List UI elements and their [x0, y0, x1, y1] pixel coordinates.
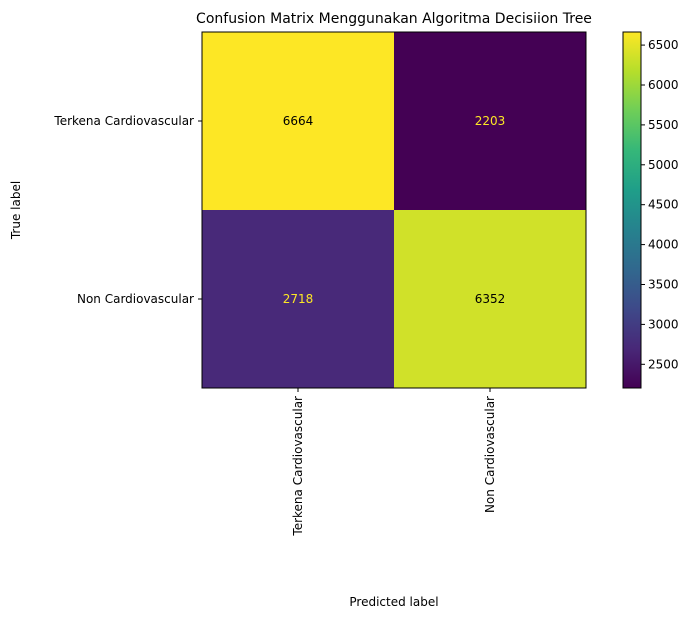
chart-title: Confusion Matrix Menggunakan Algoritma D… — [196, 11, 592, 27]
colorbar-ticks: 2500 3000 3500 4000 4500 5000 5500 6000 6500 — [641, 38, 679, 371]
y-axis-label: True label — [9, 181, 23, 240]
colorbar-tick-label: 6000 — [648, 78, 679, 92]
cell-value-label: 2718 — [283, 292, 314, 306]
y-tick-label: Non Cardiovascular — [77, 292, 194, 306]
colorbar-tick-label: 5000 — [648, 158, 679, 172]
heatmap-cells: 6664 2203 2718 6352 — [202, 32, 586, 388]
colorbar-tick-label: 3000 — [648, 317, 679, 331]
plot-frame — [201, 31, 587, 389]
heatmap-cell — [202, 32, 394, 210]
colorbar-tick-label: 4000 — [648, 238, 679, 252]
cell-value-label: 6352 — [475, 292, 506, 306]
heatmap-cell — [394, 32, 586, 210]
heatmap-cell — [202, 210, 394, 388]
x-tick-label: Terkena Cardiovascular — [291, 396, 305, 537]
colorbar-tick-label: 5500 — [648, 118, 679, 132]
x-axis-ticks: Terkena Cardiovascular Non Cardiovascular — [291, 388, 497, 537]
heatmap-cell — [394, 210, 586, 388]
colorbar — [622, 31, 642, 389]
colorbar-tick-label: 2500 — [648, 357, 679, 371]
y-tick-label: Terkena Cardiovascular — [53, 114, 194, 128]
colorbar-tick-label: 3500 — [648, 277, 679, 291]
cell-value-label: 6664 — [283, 114, 314, 128]
colorbar-tick-label: 6500 — [648, 38, 679, 52]
cell-value-label: 2203 — [475, 114, 506, 128]
y-axis-ticks: Terkena Cardiovascular Non Cardiovascular — [53, 114, 202, 306]
x-tick-label: Non Cardiovascular — [483, 396, 497, 513]
x-axis-label: Predicted label — [349, 595, 438, 609]
colorbar-tick-label: 4500 — [648, 198, 679, 212]
